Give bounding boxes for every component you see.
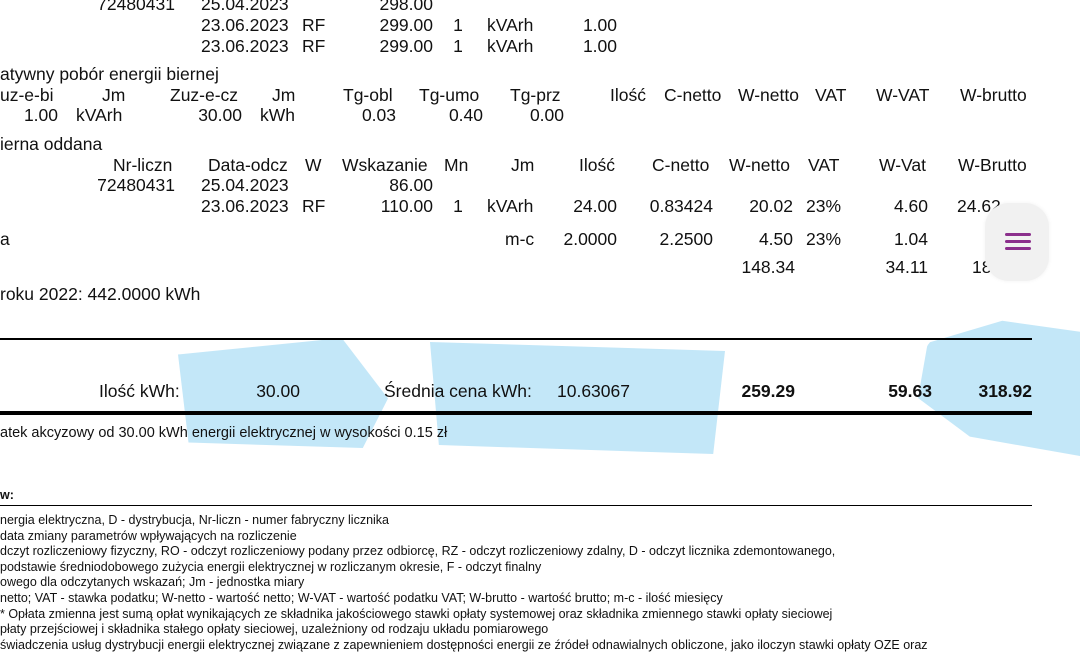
multiplier: 1 (453, 196, 463, 216)
qty-label: Ilość kWh: (99, 381, 180, 401)
excise-note: atek akcyzowy od 30.00 kWh energii elekt… (0, 425, 448, 441)
multiplier: 1 (453, 15, 463, 35)
column-header: W-Vat (879, 155, 926, 175)
vat-value: 4.60 (893, 196, 928, 216)
column-header: W-VAT (876, 85, 930, 105)
unit: kVArh (487, 196, 534, 216)
subtotal-net: 148.34 (741, 257, 795, 277)
divider (0, 411, 1032, 415)
unit: kVArh (487, 15, 534, 35)
legend-line: podstawie średniodobowego zużycia energi… (0, 560, 542, 574)
column-header: W-netto (738, 85, 799, 105)
quantity: 1.00 (582, 15, 617, 35)
subtotal-vat: 34.11 (885, 257, 929, 277)
legend-line: netto; VAT - stawka podatku; W-netto - w… (0, 591, 723, 605)
column-header: Tg-prz (510, 85, 561, 105)
section-title: ierna oddana (0, 134, 103, 154)
column-header: Tg-umo (419, 85, 480, 105)
legend-line: płaty przejściowej i składnika stałego o… (0, 622, 549, 636)
highlight-mark-2 (430, 342, 725, 454)
net-value: 4.50 (758, 229, 793, 249)
legend-line: owego dla odczytanych wskazań; Jm - jedn… (0, 575, 305, 589)
unit: m-c (505, 229, 535, 249)
divider (0, 505, 1032, 506)
avg-price-label: Średnia cena kWh: (384, 381, 532, 401)
legend-line: świadczenia usług dystrybucji energii el… (0, 638, 928, 652)
reading-type: RF (302, 15, 326, 35)
cell: 0.00 (529, 105, 564, 125)
column-header: W-netto (729, 155, 790, 175)
legend-line: data zmiany parametrów wpływających na r… (0, 529, 297, 543)
quantity: 2.0000 (563, 229, 617, 249)
annual-usage-line: roku 2022: 442.0000 kWh (0, 284, 201, 304)
quantity: 1.00 (582, 36, 617, 56)
column-header: W-brutto (960, 85, 1027, 105)
avg-price-value: 10.63067 (557, 381, 630, 401)
column-header: VAT (808, 155, 840, 175)
legend-line: * Opłata zmienna jest sumą opłat wynikaj… (0, 607, 833, 621)
reading-value: 299.00 (379, 15, 433, 35)
unit-price: 2.2500 (659, 229, 713, 249)
reading-date: 23.06.2023 (201, 196, 289, 216)
reading-value: 86.00 (389, 175, 433, 195)
reading-type: RF (302, 36, 326, 56)
cell: 0.03 (361, 105, 396, 125)
reading-date: 25.04.2023 (201, 0, 289, 14)
fee-label: a (0, 229, 10, 249)
reading-type: RF (302, 196, 326, 216)
column-header: VAT (815, 85, 847, 105)
vat-rate: 23% (806, 196, 842, 216)
column-header: Tg-obl (343, 85, 393, 105)
unit-price: 0.83424 (649, 196, 713, 216)
column-header: Wskazanie (342, 155, 428, 175)
total-gross: 318.92 (978, 381, 1032, 401)
reading-value: 110.00 (380, 196, 433, 216)
section-title: atywny pobór energii biernej (0, 64, 219, 84)
reading-date: 23.06.2023 (201, 36, 289, 56)
column-header: Zuz-e-cz (170, 85, 239, 105)
column-header: Ilość (579, 155, 615, 175)
multiplier: 1 (453, 36, 463, 56)
column-header: uz-e-bi (0, 85, 54, 105)
reading-value: 299.00 (379, 36, 433, 56)
reading-date: 23.06.2023 (201, 15, 289, 35)
quantity: 24.00 (573, 196, 617, 216)
cell: 30.00 (198, 105, 242, 125)
legend-heading: w: (0, 488, 14, 502)
total-net: 259.29 (741, 381, 795, 401)
column-header: Jm (272, 85, 296, 105)
cell: 1.00 (23, 105, 58, 125)
column-header: Nr-liczn (113, 155, 173, 175)
legend-line: dczyt rozliczeniowy fizyczny, RO - odczy… (0, 544, 836, 558)
column-header: Jm (511, 155, 535, 175)
column-header: Jm (102, 85, 126, 105)
column-header: Mn (444, 155, 469, 175)
reading-date: 25.04.2023 (201, 175, 289, 195)
total-vat: 59.63 (888, 381, 932, 401)
column-header: Data-odcz (208, 155, 288, 175)
column-header: C-netto (664, 85, 722, 105)
vat-rate: 23% (806, 229, 842, 249)
meter-number: 72480431 (97, 0, 175, 14)
cell: kWh (260, 105, 295, 125)
vat-value: 1.04 (893, 229, 928, 249)
menu-button[interactable] (985, 203, 1049, 281)
cell: 0.40 (448, 105, 483, 125)
divider (0, 338, 1032, 340)
highlight-mark-1 (178, 338, 388, 448)
column-header: W (305, 155, 322, 175)
qty-value: 30.00 (256, 381, 300, 401)
legend-line: nergia elektryczna, D - dystrybucja, Nr-… (0, 513, 390, 527)
meter-number: 72480431 (97, 175, 175, 195)
cell: kVArh (76, 105, 123, 125)
column-header: C-netto (652, 155, 710, 175)
unit: kVArh (487, 36, 534, 56)
column-header: W-Brutto (958, 155, 1027, 175)
net-value: 20.02 (749, 196, 793, 216)
reading-value: 298.00 (379, 0, 433, 14)
column-header: Ilość (610, 85, 646, 105)
